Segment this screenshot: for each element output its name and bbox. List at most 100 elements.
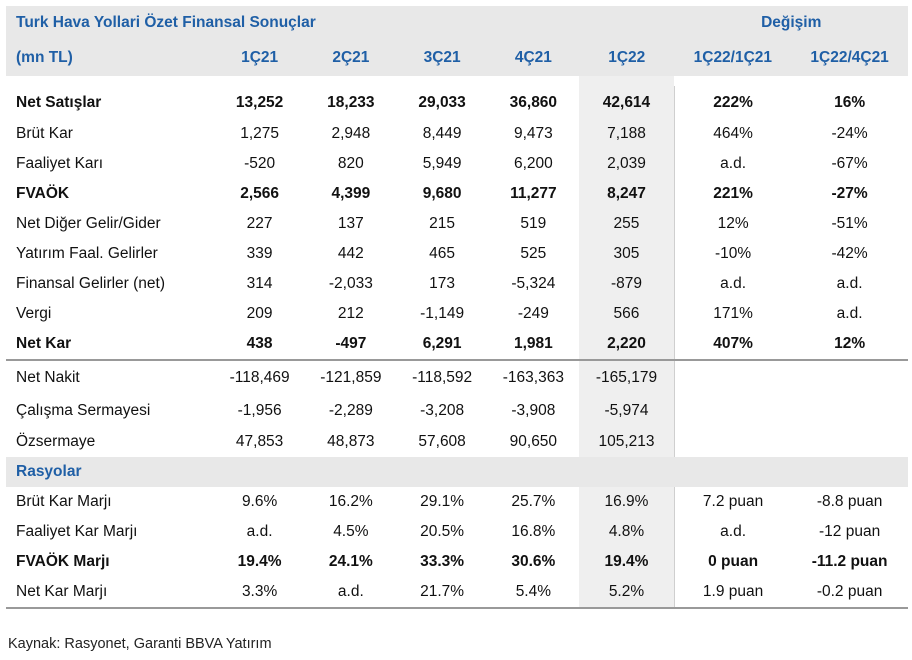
cell-value: 29.1% bbox=[420, 493, 465, 510]
cell-value: -27% bbox=[831, 185, 868, 202]
title-row: Turk Hava Yollari Özet Finansal Sonuçlar… bbox=[6, 6, 908, 40]
cell-value: 11,277 bbox=[510, 185, 557, 202]
financial-summary: Turk Hava Yollari Özet Finansal Sonuçlar… bbox=[6, 6, 908, 641]
row-label: Faaliyet Kar Marjı bbox=[16, 523, 138, 540]
cell-value: 465 bbox=[429, 245, 456, 262]
cell-value: -51% bbox=[831, 215, 868, 232]
cell-value: a.d. bbox=[673, 149, 792, 179]
table-row: Vergi 209 212 -1,149 -249 566 171% a.d. bbox=[6, 299, 908, 329]
cell-value: -42% bbox=[831, 245, 868, 262]
col-header-3q21: 3Ç21 bbox=[396, 40, 488, 76]
cell-value: 8,247 bbox=[578, 179, 675, 209]
cell-value: 8,449 bbox=[422, 125, 462, 142]
cell-value: 1,981 bbox=[513, 335, 553, 352]
cell-value: -1,149 bbox=[420, 305, 465, 322]
cell-value: 16.2% bbox=[328, 493, 373, 510]
cell-value: 209 bbox=[246, 305, 273, 322]
cell-value: -24% bbox=[831, 125, 868, 142]
row-label: Vergi bbox=[16, 305, 52, 322]
cell-value: 1.9 puan bbox=[673, 577, 792, 609]
cell-value: 12% bbox=[834, 335, 866, 352]
table-row: Brüt Kar Marjı 9.6% 16.2% 29.1% 25.7% 16.9% 7.… bbox=[6, 487, 908, 517]
cell-value: 42,614 bbox=[578, 86, 675, 119]
cell-value: -2,289 bbox=[328, 401, 373, 419]
cell-value: 20.5% bbox=[420, 523, 465, 540]
col-header-2q21: 2Ç21 bbox=[305, 40, 397, 76]
cell-value: 36,860 bbox=[509, 93, 558, 111]
section-blank bbox=[578, 457, 675, 487]
row-label: FVAÖK bbox=[16, 185, 70, 202]
cell-value: -2,033 bbox=[328, 275, 373, 292]
row-label: Faaliyet Karı bbox=[16, 155, 104, 172]
table-title: Turk Hava Yollari Özet Finansal Sonuçlar bbox=[6, 6, 579, 40]
cell-value: 9,473 bbox=[513, 125, 553, 142]
section-blank bbox=[674, 457, 792, 487]
table-row: Brüt Kar 1,275 2,948 8,449 9,473 7,188 464% -24… bbox=[6, 119, 908, 149]
cell-value: 7.2 puan bbox=[673, 487, 792, 517]
cell-value: -165,179 bbox=[578, 359, 675, 394]
cell-value: 1,275 bbox=[240, 125, 279, 142]
cell-value: -1,956 bbox=[237, 401, 282, 419]
cell-value: 137 bbox=[337, 215, 364, 232]
cell-value: -0.2 puan bbox=[791, 577, 908, 609]
cell-value: 29,033 bbox=[418, 93, 466, 111]
cell-value: -5,324 bbox=[511, 275, 556, 292]
cell-value bbox=[791, 359, 908, 394]
spacer-row bbox=[6, 76, 908, 86]
cell-value: 221% bbox=[673, 179, 792, 209]
col-header-1q22: 1Ç22 bbox=[578, 40, 675, 76]
cell-value: 21.7% bbox=[396, 577, 488, 609]
cell-value: 57,608 bbox=[418, 433, 466, 450]
table-row: Çalışma Sermayesi -1,956 -2,289 -3,208 -3,90… bbox=[6, 394, 908, 427]
cell-value: 305 bbox=[578, 239, 675, 269]
column-header-row: (mn TL) 1Ç21 2Ç21 3Ç21 4Ç21 1Ç22 1Ç22/1Ç… bbox=[6, 40, 908, 76]
cell-value: -118,592 bbox=[396, 359, 488, 394]
cell-value: -11.2 puan bbox=[811, 553, 888, 570]
cell-value: 105,213 bbox=[578, 427, 675, 457]
cell-value: 13,252 bbox=[235, 93, 284, 111]
cell-value: 48,873 bbox=[327, 433, 375, 450]
col-header-yoy: 1Ç22/1Ç21 bbox=[674, 40, 792, 76]
cell-value: 820 bbox=[337, 155, 364, 172]
cell-value: 24.1% bbox=[328, 553, 373, 570]
cell-value: 18,233 bbox=[327, 93, 375, 111]
cell-value: -118,469 bbox=[213, 359, 306, 394]
table-row: Net Kar 438 -497 6,291 1,981 2,220 407% 12% bbox=[6, 329, 908, 360]
cell-value bbox=[673, 427, 792, 457]
table-row: Net Nakit -118,469 -121,859 -118,592 -163,36… bbox=[6, 359, 908, 394]
cell-value: -520 bbox=[244, 155, 276, 172]
cell-value: 30.6% bbox=[511, 553, 556, 570]
row-label: Brüt Kar bbox=[16, 125, 73, 142]
cell-value: 2,220 bbox=[578, 329, 675, 360]
cell-value: -67% bbox=[831, 155, 868, 172]
cell-value: a.d. bbox=[836, 305, 863, 322]
cell-value: 339 bbox=[246, 245, 273, 262]
cell-value: 19.4% bbox=[237, 553, 282, 570]
cell-value: 314 bbox=[246, 275, 273, 292]
cell-value: -879 bbox=[578, 269, 675, 299]
cell-value: 6,291 bbox=[422, 335, 462, 352]
cell-value bbox=[673, 394, 792, 427]
section-blank bbox=[213, 457, 306, 487]
cell-value: 12% bbox=[673, 209, 792, 239]
table-row: Yatırım Faal. Gelirler 339 442 465 525 305 -10… bbox=[6, 239, 908, 269]
table-row: Net Diğer Gelir/Gider 227 137 215 519 255 12% -… bbox=[6, 209, 908, 239]
section-blank bbox=[396, 457, 488, 487]
cell-value bbox=[791, 394, 908, 427]
unit-header: (mn TL) bbox=[6, 40, 214, 76]
cell-value: a.d. bbox=[673, 269, 792, 299]
cell-value: -497 bbox=[335, 335, 367, 352]
cell-value: -8.8 puan bbox=[816, 493, 883, 510]
cell-value: 2,039 bbox=[578, 149, 675, 179]
cell-value: 173 bbox=[429, 275, 456, 292]
cell-value: 47,853 bbox=[235, 433, 284, 450]
row-label: Brüt Kar Marjı bbox=[16, 493, 112, 510]
cell-value: a.d. bbox=[836, 275, 863, 292]
cell-value: 4.8% bbox=[578, 517, 675, 547]
cell-value: 519 bbox=[520, 215, 547, 232]
cell-value: 19.4% bbox=[578, 547, 675, 577]
col-header-1q21: 1Ç21 bbox=[213, 40, 306, 76]
cell-value: 442 bbox=[337, 245, 364, 262]
cell-value: 5.2% bbox=[578, 577, 675, 609]
cell-value bbox=[673, 359, 792, 394]
